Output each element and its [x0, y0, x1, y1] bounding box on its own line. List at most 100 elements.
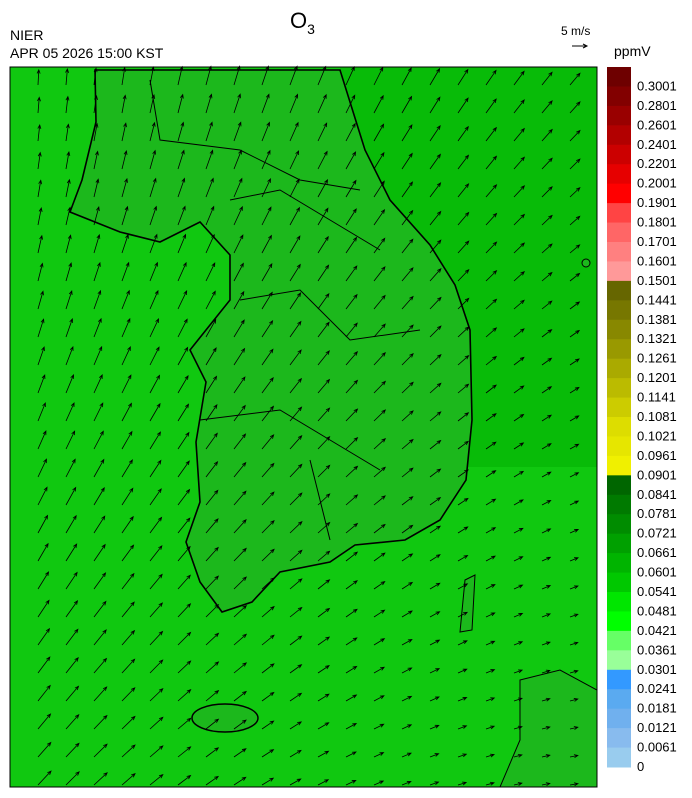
wind-arrow [457, 725, 468, 730]
wind-arrow [373, 437, 387, 450]
wind-arrow [205, 575, 220, 590]
wind-arrow [541, 725, 551, 730]
wind-arrow [177, 205, 186, 226]
wind-arrow [233, 719, 247, 730]
wind-arrow [485, 584, 496, 590]
wind-arrow [233, 319, 245, 338]
wind-arrow [485, 413, 497, 422]
wind-arrow [37, 486, 48, 506]
wind-arrow [205, 432, 218, 450]
wind-arrow [541, 613, 552, 618]
wind-arrow [177, 517, 191, 534]
legend-swatch [607, 572, 631, 593]
wind-arrow [65, 290, 73, 310]
wind-arrow [569, 500, 580, 506]
legend-label: 0.1901 [637, 195, 677, 210]
wind-arrow [177, 488, 191, 506]
wind-arrow [121, 205, 129, 226]
wind-arrow [485, 498, 497, 506]
wind-arrow [37, 346, 45, 366]
wind-arrow [317, 350, 330, 366]
legend-label: 0.2801 [637, 98, 677, 113]
legend-swatch [607, 630, 631, 651]
wind-arrow [513, 385, 525, 394]
wind-arrow [373, 208, 386, 226]
wind-arrow [401, 381, 414, 394]
wind-arrow [401, 695, 413, 702]
wind-arrow [317, 207, 329, 226]
wind-arrow [149, 431, 161, 450]
wind-arrow [289, 263, 301, 282]
wind-arrow [233, 633, 248, 646]
wind-arrow [233, 519, 247, 534]
wind-arrow [93, 714, 108, 730]
legend-swatch [607, 397, 631, 418]
wind-arrow [149, 402, 161, 422]
wind-arrow [205, 403, 218, 422]
wind-arrow [401, 581, 414, 590]
legend-label: 0.1021 [637, 428, 677, 443]
wind-arrow [485, 470, 497, 478]
wind-arrow [541, 357, 553, 366]
wind-arrow [121, 177, 128, 198]
legend-swatch [607, 358, 631, 379]
wind-arrow [317, 122, 328, 142]
wind-arrow [93, 261, 101, 282]
wind-arrow [149, 121, 156, 142]
wind-arrow [233, 234, 244, 254]
wind-arrow [457, 497, 469, 506]
wind-arrow [317, 722, 330, 730]
wind-arrow [429, 382, 442, 394]
wind-arrow [429, 724, 440, 730]
wind-arrow [429, 411, 442, 422]
wind-arrow [401, 610, 413, 618]
wind-arrow [37, 124, 42, 142]
wind-arrow [317, 665, 330, 674]
wind-arrow [373, 466, 386, 478]
wind-arrow [401, 352, 414, 366]
wind-arrow [261, 348, 274, 366]
wind-arrow [345, 379, 359, 394]
wind-arrow [541, 669, 551, 674]
wind-arrow [289, 406, 303, 422]
wind-arrow [513, 213, 526, 226]
wind-arrow [37, 207, 43, 226]
wind-arrow [65, 206, 72, 226]
legend-label: 0.3001 [637, 78, 677, 93]
wind-arrow [149, 602, 164, 618]
wind-arrow [205, 347, 217, 366]
wind-arrow [177, 545, 191, 562]
wind-arrow [345, 208, 357, 226]
wind-arrow [401, 667, 413, 674]
legend-label: 0.1701 [637, 234, 677, 249]
wind-arrow [401, 267, 414, 282]
wind-arrow [401, 781, 412, 786]
wind-arrow [569, 215, 581, 226]
wind-arrow [289, 320, 302, 338]
wind-arrow [233, 93, 241, 114]
wind-arrow [569, 782, 579, 787]
wind-arrow [345, 608, 358, 618]
wind-arrow [541, 585, 552, 590]
wind-arrow [93, 67, 98, 86]
wind-arrow [345, 179, 357, 198]
wind-arrow [513, 782, 523, 786]
wind-arrow [373, 752, 385, 758]
legend-swatch [607, 475, 631, 496]
wind-arrow [177, 177, 186, 198]
wind-arrow [37, 542, 49, 562]
wind-arrow [261, 93, 270, 114]
wind-arrow [317, 607, 331, 618]
wind-arrow [233, 461, 247, 478]
wind-arrow [37, 290, 44, 310]
legend-swatch [607, 592, 631, 612]
wind-arrow [345, 522, 359, 534]
wind-arrow [457, 697, 468, 702]
wind-arrow [485, 640, 496, 646]
wind-arrow [541, 500, 552, 506]
wind-arrow [149, 318, 159, 338]
wind-arrow [233, 149, 242, 170]
wind-arrow [233, 262, 244, 282]
wind-arrow [513, 328, 525, 338]
wind-arrow [65, 373, 74, 394]
